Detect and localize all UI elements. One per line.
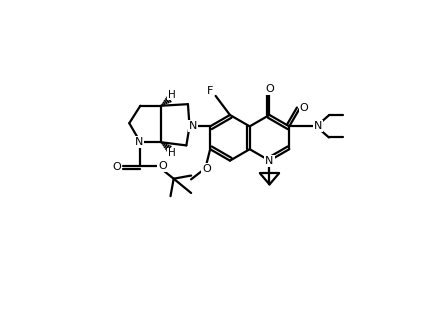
Text: N: N	[266, 156, 274, 166]
Text: N: N	[189, 121, 197, 132]
Text: O: O	[113, 162, 122, 172]
Text: O: O	[265, 84, 274, 94]
Text: F: F	[207, 86, 213, 96]
Text: N: N	[135, 137, 143, 147]
Text: O: O	[158, 161, 167, 171]
Text: N: N	[313, 121, 322, 132]
Text: O: O	[300, 103, 309, 113]
Text: O: O	[202, 164, 211, 174]
Text: H: H	[168, 148, 176, 158]
Text: H: H	[168, 90, 176, 100]
